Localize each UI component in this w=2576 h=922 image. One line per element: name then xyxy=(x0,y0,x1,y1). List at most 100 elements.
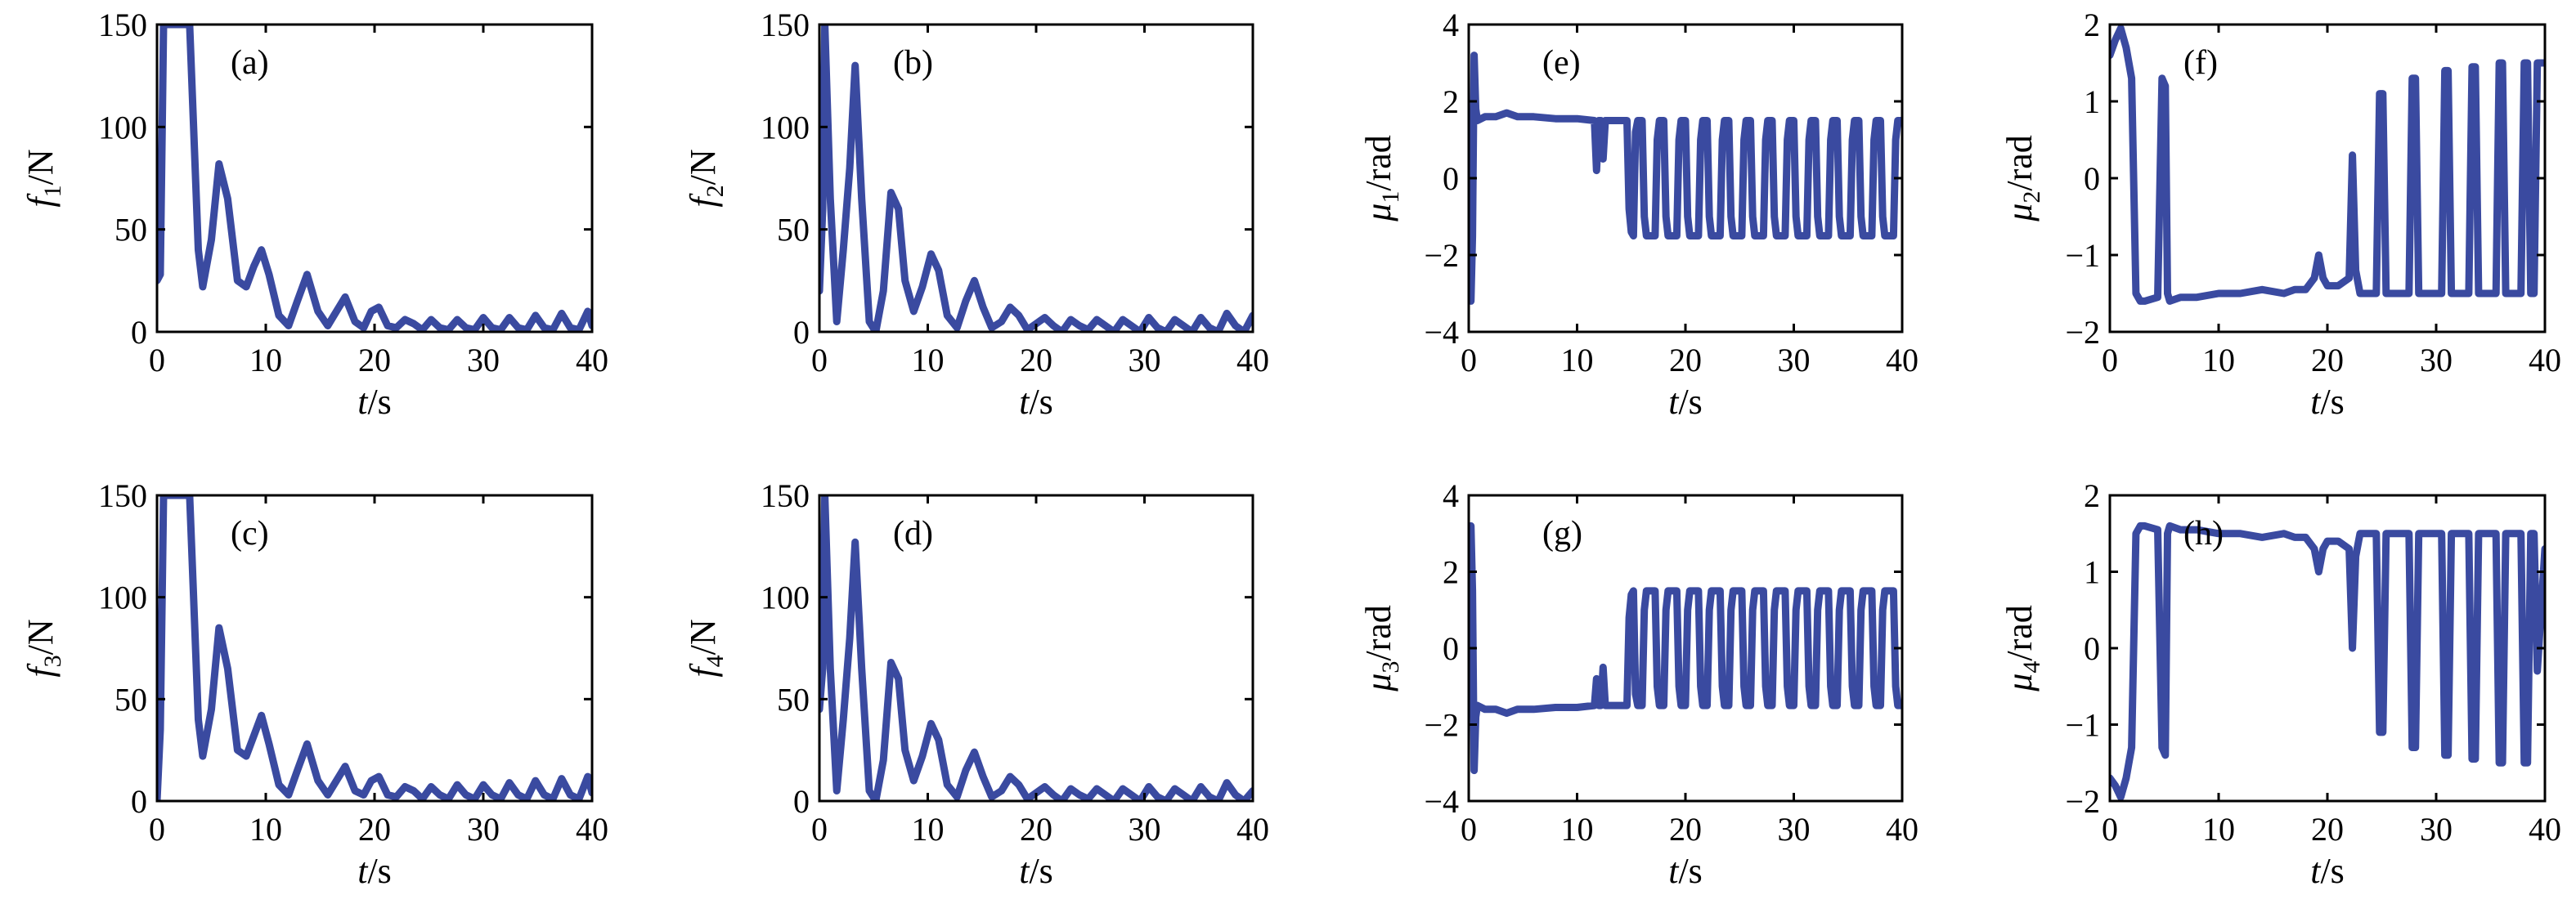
y-tick-label: 0 xyxy=(131,783,147,820)
y-tick-label: 1 xyxy=(2084,83,2100,120)
y-tick-label: 150 xyxy=(761,477,810,514)
y-tick-label: 0 xyxy=(1443,160,1459,197)
x-axis-label: t/s xyxy=(1019,382,1053,422)
x-tick-label: 20 xyxy=(358,811,391,848)
y-tick-label: 150 xyxy=(761,7,810,43)
y-tick-label: −4 xyxy=(1424,314,1459,351)
y-tick-label: 100 xyxy=(761,580,810,616)
y-tick-label: 1 xyxy=(2084,554,2100,591)
y-tick-label: 4 xyxy=(1443,477,1459,514)
x-tick-label: 40 xyxy=(1886,342,1919,378)
x-tick-label: 20 xyxy=(2311,811,2344,848)
x-tick-label: 20 xyxy=(1020,811,1052,848)
y-axis-label: f2/N xyxy=(683,149,729,207)
x-tick-label: 30 xyxy=(1129,811,1161,848)
x-axis-label: t/s xyxy=(357,382,392,422)
x-tick-label: 10 xyxy=(912,342,945,378)
panel-label-e: (e) xyxy=(1542,44,1581,82)
x-tick-label: 30 xyxy=(2420,811,2453,848)
x-tick-label: 20 xyxy=(2311,342,2344,378)
x-tick-label: 10 xyxy=(912,811,945,848)
x-tick-label: 30 xyxy=(1778,342,1811,378)
y-tick-label: 2 xyxy=(1443,83,1459,120)
series-line-h xyxy=(2110,521,2545,801)
x-axis-label: t/s xyxy=(1668,382,1703,422)
y-tick-label: 150 xyxy=(98,7,147,43)
panel-d: 0 10 20 30 40 0 50 100 150 (d) t/s f4/N xyxy=(683,477,1269,891)
y-tick-label: 0 xyxy=(793,314,810,351)
panel-label-c: (c) xyxy=(231,515,269,553)
x-axis-label: t/s xyxy=(1668,851,1703,891)
series-line-a xyxy=(157,25,592,332)
y-tick-label: −4 xyxy=(1424,783,1459,820)
x-axis-label: t/s xyxy=(2310,382,2345,422)
x-tick-label: 30 xyxy=(1778,811,1811,848)
y-tick-label: 0 xyxy=(2084,160,2100,197)
x-tick-label: 40 xyxy=(2529,811,2561,848)
series-line-g xyxy=(1469,521,1902,775)
y-axis-label: f1/N xyxy=(20,149,66,207)
y-axis-label: μ3/rad xyxy=(1358,605,1404,692)
x-tick-label: 20 xyxy=(1020,342,1052,378)
series-line-d xyxy=(819,495,1253,801)
panel-label-a: (a) xyxy=(231,44,269,82)
x-tick-label: 30 xyxy=(467,811,500,848)
panel-label-h: (h) xyxy=(2183,515,2224,553)
series-line-c xyxy=(157,495,592,801)
x-tick-label: 0 xyxy=(2102,811,2118,848)
y-axis-label: μ4/rad xyxy=(1999,605,2045,692)
x-tick-label: 0 xyxy=(149,342,165,378)
panel-f: 0 10 20 30 40 −2 −1 0 1 2 (f) t/s μ2/rad xyxy=(1999,7,2561,422)
panel-label-b: (b) xyxy=(893,44,933,82)
panel-label-g: (g) xyxy=(1542,515,1582,553)
x-tick-label: 10 xyxy=(249,342,282,378)
y-tick-label: 0 xyxy=(1443,630,1459,667)
x-tick-label: 10 xyxy=(1561,342,1594,378)
y-tick-label: 100 xyxy=(761,109,810,145)
x-tick-label: 10 xyxy=(249,811,282,848)
y-tick-label: 2 xyxy=(2084,477,2100,514)
x-tick-label: 0 xyxy=(2102,342,2118,378)
y-axis-label: μ1/rad xyxy=(1358,135,1404,222)
y-tick-label: −2 xyxy=(2065,783,2100,820)
panel-h: 0 10 20 30 40 −2 −1 0 1 2 (h) t/s μ4/rad xyxy=(1999,477,2561,891)
panel-label-f: (f) xyxy=(2183,44,2218,82)
x-tick-label: 30 xyxy=(2420,342,2453,378)
y-tick-label: 50 xyxy=(114,681,147,718)
x-tick-label: 30 xyxy=(467,342,500,378)
x-tick-label: 0 xyxy=(149,811,165,848)
x-tick-label: 20 xyxy=(1669,811,1702,848)
y-tick-label: 2 xyxy=(1443,554,1459,591)
x-tick-label: 40 xyxy=(1236,342,1269,378)
y-tick-label: 100 xyxy=(98,109,147,145)
x-tick-label: 20 xyxy=(358,342,391,378)
y-axis-label: f4/N xyxy=(683,619,729,677)
x-axis-label: t/s xyxy=(1019,851,1053,891)
x-tick-label: 30 xyxy=(1129,342,1161,378)
x-tick-label: 0 xyxy=(1461,342,1477,378)
y-tick-label: 0 xyxy=(793,783,810,820)
y-tick-label: −2 xyxy=(1424,237,1459,274)
x-tick-label: 0 xyxy=(1461,811,1477,848)
x-axis-label: t/s xyxy=(2310,851,2345,891)
panel-a: 0 10 20 30 40 0 50 100 150 (a) t/s f1/N xyxy=(20,7,608,422)
x-tick-label: 0 xyxy=(811,342,828,378)
x-tick-label: 10 xyxy=(2202,811,2235,848)
series-line-f xyxy=(2110,25,2545,305)
y-tick-label: 2 xyxy=(2084,7,2100,43)
panel-g: 0 10 20 30 40 −4 −2 0 2 4 (g) t/s μ3/rad xyxy=(1358,477,1919,891)
y-tick-label: 50 xyxy=(777,681,810,718)
y-tick-label: −2 xyxy=(2065,314,2100,351)
y-tick-label: −1 xyxy=(2065,237,2100,274)
y-tick-label: 150 xyxy=(98,477,147,514)
x-tick-label: 40 xyxy=(576,342,608,378)
x-tick-label: 40 xyxy=(2529,342,2561,378)
y-axis-label: μ2/rad xyxy=(1999,135,2045,222)
panel-label-d: (d) xyxy=(893,515,933,553)
x-tick-label: 0 xyxy=(811,811,828,848)
y-tick-label: 50 xyxy=(777,212,810,248)
x-tick-label: 40 xyxy=(1236,811,1269,848)
x-tick-label: 10 xyxy=(2202,342,2235,378)
y-tick-label: 100 xyxy=(98,580,147,616)
